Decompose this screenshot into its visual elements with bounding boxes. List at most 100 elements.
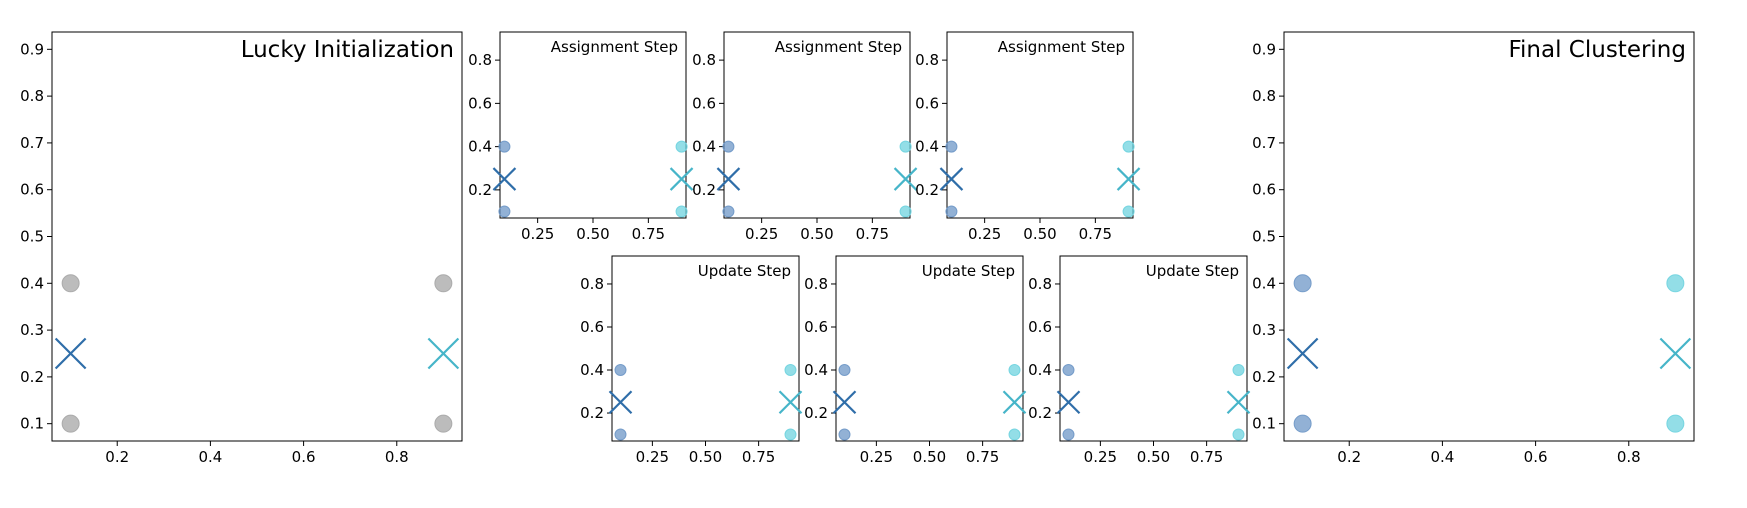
axes-frame bbox=[946, 31, 1134, 219]
y-tick-label: 0.3 bbox=[1252, 321, 1276, 339]
x-tick-label: 0.50 bbox=[1023, 225, 1056, 243]
panel-title: Update Step bbox=[1146, 262, 1239, 280]
x-tick-label: 0.25 bbox=[968, 225, 1001, 243]
axes-frame bbox=[499, 31, 687, 219]
data-point bbox=[784, 428, 797, 441]
y-tick-label: 0.4 bbox=[692, 138, 716, 156]
y-tick-label: 0.4 bbox=[1252, 274, 1276, 292]
x-tick-label: 0.75 bbox=[856, 225, 889, 243]
subplot-assign1: Assignment Step 0.25 0.50 0.75 0.2 0.4 0.6 0.8 bbox=[468, 31, 694, 243]
data-point bbox=[61, 414, 80, 433]
data-point bbox=[675, 140, 688, 153]
y-tick-label: 0.5 bbox=[20, 228, 44, 246]
centroid-stroke bbox=[778, 390, 803, 415]
subplot-assign3: Assignment Step 0.25 0.50 0.75 0.2 0.4 0.6 0.8 bbox=[915, 31, 1141, 243]
centroid-marker bbox=[1226, 390, 1251, 415]
centroid-stroke bbox=[1659, 337, 1692, 370]
centroid-marker bbox=[939, 167, 964, 191]
data-point bbox=[722, 140, 735, 153]
centroid-marker bbox=[608, 390, 633, 415]
x-tick-label: 0.75 bbox=[632, 225, 665, 243]
data-point bbox=[1062, 364, 1075, 377]
subplot-lucky: Lucky Initialization 0.2 0.4 0.6 0.8 0.1 0.2 0.… bbox=[20, 31, 463, 466]
subplot-final: Final Clustering 0.2 0.4 0.6 0.8 0.1 0.2 0.3 0.4… bbox=[1252, 31, 1695, 466]
y-tick-label: 0.4 bbox=[580, 361, 604, 379]
data-point bbox=[1666, 414, 1685, 433]
centroid-marker bbox=[427, 337, 460, 370]
y-tick-label: 0.2 bbox=[1028, 404, 1052, 422]
x-tick-label: 0.25 bbox=[521, 225, 554, 243]
data-point bbox=[434, 414, 453, 433]
y-tick-label: 0.4 bbox=[804, 361, 828, 379]
centroid-marker bbox=[1286, 337, 1319, 370]
data-point bbox=[838, 364, 851, 377]
x-tick-label: 0.25 bbox=[636, 448, 669, 466]
y-tick-label: 0.8 bbox=[580, 275, 604, 293]
data-point bbox=[1232, 364, 1245, 377]
y-tick-label: 0.6 bbox=[692, 94, 716, 112]
x-tick-label: 0.4 bbox=[1430, 448, 1454, 466]
centroid-stroke bbox=[716, 167, 741, 191]
data-point bbox=[614, 364, 627, 377]
centroid-stroke bbox=[427, 337, 460, 370]
y-tick-label: 0.5 bbox=[1252, 228, 1276, 246]
x-tick-label: 0.75 bbox=[742, 448, 775, 466]
y-tick-label: 0.8 bbox=[915, 51, 939, 69]
data-point bbox=[1122, 205, 1135, 218]
y-tick-label: 0.4 bbox=[20, 274, 44, 292]
data-point bbox=[1062, 428, 1075, 441]
x-tick-label: 0.50 bbox=[689, 448, 722, 466]
y-tick-label: 0.2 bbox=[20, 368, 44, 386]
x-tick-label: 0.4 bbox=[198, 448, 222, 466]
y-tick-label: 0.8 bbox=[1252, 87, 1276, 105]
panel-title: Assignment Step bbox=[775, 38, 902, 56]
x-tick-label: 0.50 bbox=[576, 225, 609, 243]
subplot-update1: Update Step 0.25 0.50 0.75 0.2 0.4 0.6 0.8 bbox=[580, 255, 803, 466]
data-point bbox=[1293, 414, 1312, 433]
centroid-marker bbox=[832, 390, 857, 415]
x-tick-label: 0.25 bbox=[860, 448, 893, 466]
panel-title: Assignment Step bbox=[998, 38, 1125, 56]
x-tick-label: 0.8 bbox=[385, 448, 409, 466]
centroid-stroke bbox=[832, 390, 857, 415]
data-point bbox=[838, 428, 851, 441]
panel-title: Update Step bbox=[698, 262, 791, 280]
data-point bbox=[899, 140, 912, 153]
y-tick-label: 0.3 bbox=[20, 321, 44, 339]
panel-title: Assignment Step bbox=[551, 38, 678, 56]
data-point bbox=[784, 364, 797, 377]
y-tick-label: 0.6 bbox=[580, 318, 604, 336]
centroid-marker bbox=[492, 167, 517, 191]
centroid-marker bbox=[1659, 337, 1692, 370]
centroid-stroke bbox=[669, 167, 694, 191]
centroid-marker bbox=[669, 167, 694, 191]
y-tick-label: 0.7 bbox=[20, 134, 44, 152]
centroid-marker bbox=[716, 167, 741, 191]
centroid-stroke bbox=[1226, 390, 1251, 415]
axes-frame bbox=[723, 31, 911, 219]
x-tick-label: 0.50 bbox=[800, 225, 833, 243]
y-tick-label: 0.4 bbox=[1028, 361, 1052, 379]
x-tick-label: 0.75 bbox=[966, 448, 999, 466]
centroid-stroke bbox=[1116, 167, 1141, 191]
subplot-update2: Update Step 0.25 0.50 0.75 0.2 0.4 0.6 0.8 bbox=[804, 255, 1027, 466]
data-point bbox=[61, 274, 80, 293]
axes-frame bbox=[835, 255, 1024, 442]
axes-frame bbox=[51, 31, 463, 442]
centroid-stroke bbox=[893, 167, 918, 191]
panel-title: Update Step bbox=[922, 262, 1015, 280]
y-tick-label: 0.2 bbox=[804, 404, 828, 422]
subplot-assign2: Assignment Step 0.25 0.50 0.75 0.2 0.4 0.6 0.8 bbox=[692, 31, 918, 243]
axes-frame bbox=[1283, 31, 1695, 442]
centroid-stroke bbox=[492, 167, 517, 191]
y-tick-label: 0.1 bbox=[1252, 415, 1276, 433]
y-tick-label: 0.8 bbox=[468, 51, 492, 69]
x-tick-label: 0.75 bbox=[1079, 225, 1112, 243]
data-point bbox=[1008, 428, 1021, 441]
x-tick-label: 0.6 bbox=[292, 448, 316, 466]
data-point bbox=[498, 140, 511, 153]
centroid-stroke bbox=[1002, 390, 1027, 415]
centroid-marker bbox=[54, 337, 87, 370]
y-tick-label: 0.9 bbox=[1252, 40, 1276, 58]
x-tick-label: 0.6 bbox=[1524, 448, 1548, 466]
